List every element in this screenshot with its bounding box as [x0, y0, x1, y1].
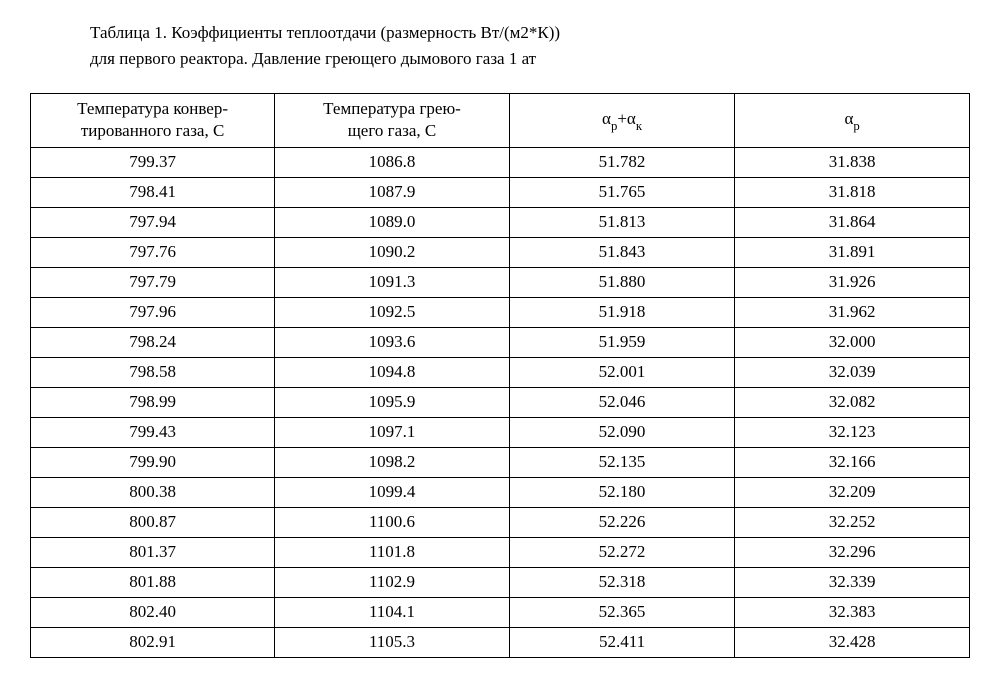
- table-row: 801.881102.952.31832.339: [31, 568, 970, 598]
- cell-0-1: 1086.8: [275, 148, 510, 178]
- cell-5-2: 51.918: [509, 298, 734, 328]
- cell-15-2: 52.365: [509, 598, 734, 628]
- cell-7-2: 52.001: [509, 358, 734, 388]
- cell-8-3: 32.082: [735, 388, 970, 418]
- cell-12-2: 52.226: [509, 508, 734, 538]
- cell-4-1: 1091.3: [275, 268, 510, 298]
- cell-8-0: 798.99: [31, 388, 275, 418]
- cell-10-3: 32.166: [735, 448, 970, 478]
- cell-3-1: 1090.2: [275, 238, 510, 268]
- coefficients-table: Температура конвер-тированного газа, СТе…: [30, 93, 970, 658]
- cell-11-3: 32.209: [735, 478, 970, 508]
- cell-4-3: 31.926: [735, 268, 970, 298]
- cell-9-3: 32.123: [735, 418, 970, 448]
- cell-7-1: 1094.8: [275, 358, 510, 388]
- table-row: 798.411087.951.76531.818: [31, 178, 970, 208]
- table-row: 802.401104.152.36532.383: [31, 598, 970, 628]
- column-header-3: αр: [735, 94, 970, 148]
- cell-13-2: 52.272: [509, 538, 734, 568]
- caption-line1: Таблица 1. Коэффициенты теплоотдачи (раз…: [90, 23, 560, 42]
- cell-3-0: 797.76: [31, 238, 275, 268]
- cell-16-2: 52.411: [509, 628, 734, 658]
- table-row: 799.431097.152.09032.123: [31, 418, 970, 448]
- cell-13-3: 32.296: [735, 538, 970, 568]
- column-header-1: Температура грею-щего газа, С: [275, 94, 510, 148]
- table-row: 802.911105.352.41132.428: [31, 628, 970, 658]
- table-row: 797.941089.051.81331.864: [31, 208, 970, 238]
- cell-1-3: 31.818: [735, 178, 970, 208]
- column-header-0: Температура конвер-тированного газа, С: [31, 94, 275, 148]
- table-row: 797.961092.551.91831.962: [31, 298, 970, 328]
- cell-1-2: 51.765: [509, 178, 734, 208]
- table-header-row: Температура конвер-тированного газа, СТе…: [31, 94, 970, 148]
- cell-10-0: 799.90: [31, 448, 275, 478]
- cell-6-3: 32.000: [735, 328, 970, 358]
- cell-13-1: 1101.8: [275, 538, 510, 568]
- cell-5-0: 797.96: [31, 298, 275, 328]
- cell-4-0: 797.79: [31, 268, 275, 298]
- table-body: 799.371086.851.78231.838798.411087.951.7…: [31, 148, 970, 658]
- cell-6-1: 1093.6: [275, 328, 510, 358]
- table-row: 797.761090.251.84331.891: [31, 238, 970, 268]
- cell-14-3: 32.339: [735, 568, 970, 598]
- table-row: 800.871100.652.22632.252: [31, 508, 970, 538]
- cell-11-1: 1099.4: [275, 478, 510, 508]
- cell-6-2: 51.959: [509, 328, 734, 358]
- cell-10-1: 1098.2: [275, 448, 510, 478]
- cell-14-2: 52.318: [509, 568, 734, 598]
- table-row: 798.991095.952.04632.082: [31, 388, 970, 418]
- cell-6-0: 798.24: [31, 328, 275, 358]
- cell-2-2: 51.813: [509, 208, 734, 238]
- cell-5-1: 1092.5: [275, 298, 510, 328]
- cell-1-0: 798.41: [31, 178, 275, 208]
- table-row: 799.901098.252.13532.166: [31, 448, 970, 478]
- cell-0-0: 799.37: [31, 148, 275, 178]
- cell-2-0: 797.94: [31, 208, 275, 238]
- cell-11-0: 800.38: [31, 478, 275, 508]
- cell-16-1: 1105.3: [275, 628, 510, 658]
- table-row: 800.381099.452.18032.209: [31, 478, 970, 508]
- table-row: 798.241093.651.95932.000: [31, 328, 970, 358]
- cell-15-3: 32.383: [735, 598, 970, 628]
- cell-8-2: 52.046: [509, 388, 734, 418]
- cell-16-0: 802.91: [31, 628, 275, 658]
- cell-15-0: 802.40: [31, 598, 275, 628]
- cell-4-2: 51.880: [509, 268, 734, 298]
- table-row: 797.791091.351.88031.926: [31, 268, 970, 298]
- cell-2-1: 1089.0: [275, 208, 510, 238]
- caption-line2: для первого реактора. Давление греющего …: [90, 49, 536, 68]
- table-row: 799.371086.851.78231.838: [31, 148, 970, 178]
- cell-5-3: 31.962: [735, 298, 970, 328]
- cell-9-0: 799.43: [31, 418, 275, 448]
- cell-16-3: 32.428: [735, 628, 970, 658]
- cell-12-0: 800.87: [31, 508, 275, 538]
- cell-1-1: 1087.9: [275, 178, 510, 208]
- cell-2-3: 31.864: [735, 208, 970, 238]
- cell-14-0: 801.88: [31, 568, 275, 598]
- cell-3-3: 31.891: [735, 238, 970, 268]
- cell-7-0: 798.58: [31, 358, 275, 388]
- table-row: 798.581094.852.00132.039: [31, 358, 970, 388]
- cell-3-2: 51.843: [509, 238, 734, 268]
- cell-10-2: 52.135: [509, 448, 734, 478]
- table-row: 801.371101.852.27232.296: [31, 538, 970, 568]
- cell-11-2: 52.180: [509, 478, 734, 508]
- column-header-2: αр+αк: [509, 94, 734, 148]
- cell-9-2: 52.090: [509, 418, 734, 448]
- cell-12-1: 1100.6: [275, 508, 510, 538]
- table-caption: Таблица 1. Коэффициенты теплоотдачи (раз…: [90, 20, 969, 71]
- cell-15-1: 1104.1: [275, 598, 510, 628]
- cell-0-2: 51.782: [509, 148, 734, 178]
- cell-14-1: 1102.9: [275, 568, 510, 598]
- cell-8-1: 1095.9: [275, 388, 510, 418]
- cell-7-3: 32.039: [735, 358, 970, 388]
- cell-9-1: 1097.1: [275, 418, 510, 448]
- cell-0-3: 31.838: [735, 148, 970, 178]
- cell-13-0: 801.37: [31, 538, 275, 568]
- cell-12-3: 32.252: [735, 508, 970, 538]
